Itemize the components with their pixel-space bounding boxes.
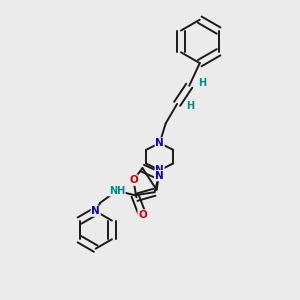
Text: N: N (155, 165, 164, 175)
Text: N: N (155, 138, 164, 148)
Text: N: N (155, 171, 164, 181)
Text: O: O (138, 210, 147, 220)
Text: N: N (91, 206, 100, 216)
Text: H: H (198, 78, 206, 88)
Text: O: O (129, 175, 138, 185)
Text: H: H (186, 101, 194, 111)
Text: NH: NH (109, 186, 125, 196)
